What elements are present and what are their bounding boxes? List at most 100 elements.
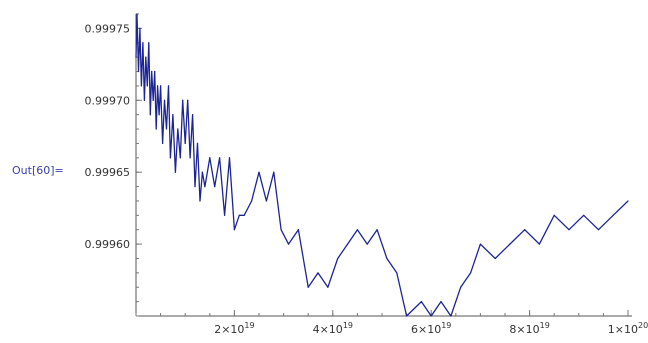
data-point [307, 286, 309, 288]
y-tick-label: 0.99960 [85, 238, 131, 251]
data-point [136, 13, 138, 15]
data-point [182, 99, 184, 101]
data-point [145, 56, 147, 58]
y-tick-label: 0.99965 [85, 166, 131, 179]
x-tick-label: 6×1019 [411, 321, 451, 336]
data-point [524, 229, 526, 231]
data-point [135, 56, 137, 58]
data-point [597, 229, 600, 231]
data-point [199, 200, 201, 202]
data-point [228, 157, 231, 159]
data-point [143, 99, 145, 101]
data-point [337, 257, 339, 260]
data-point [148, 42, 150, 44]
output-cell-label: Out[60]= [12, 164, 64, 177]
data-point [366, 243, 368, 245]
data-point [158, 114, 160, 116]
x-tick-mantissa: 4 [313, 323, 320, 336]
data-point [189, 157, 191, 159]
x-tick-label: 8×1019 [509, 321, 549, 336]
data-point [155, 128, 157, 130]
data-point [356, 229, 358, 231]
data-point [140, 85, 142, 87]
x-tick-exponent: 19 [343, 321, 353, 330]
data-point [238, 214, 240, 216]
data-point [297, 229, 299, 231]
y-tick-label: 0.99975 [85, 22, 131, 35]
data-point [204, 186, 206, 188]
x-tick-mantissa: 2 [214, 323, 221, 336]
data-point [179, 157, 181, 159]
data-point [187, 99, 189, 101]
x-tick-mantissa: 8 [509, 323, 516, 336]
x-tick-base: ×10 [418, 323, 441, 336]
data-point [406, 315, 408, 317]
data-point [157, 85, 159, 87]
data-point [194, 186, 196, 188]
data-point [154, 70, 156, 73]
x-axis-ticks: 2×1019 4×1019 6×1019 8×1019 1×1020 [214, 310, 648, 336]
data-point [169, 157, 171, 159]
data-point [460, 286, 462, 288]
data-point [317, 272, 319, 274]
x-tick-exponent: 19 [441, 321, 451, 330]
data-point [273, 171, 275, 173]
x-tick-base: ×10 [221, 323, 244, 336]
data-point [139, 27, 141, 29]
data-point [152, 99, 154, 101]
x-tick-base: ×10 [516, 323, 539, 336]
data-point [184, 142, 186, 144]
data-point [494, 257, 496, 260]
x-tick-base: ×10 [320, 323, 343, 336]
data-point [440, 301, 442, 303]
data-point [287, 243, 290, 245]
data-point [280, 229, 282, 231]
data-point [219, 157, 221, 159]
x-tick-exponent: 19 [540, 321, 550, 330]
x-tick-base: ×10 [615, 323, 638, 336]
data-point [396, 272, 398, 274]
data-point [214, 186, 216, 188]
data-point [327, 286, 329, 288]
data-point [160, 85, 162, 87]
data-point [174, 171, 176, 173]
data-point [149, 114, 151, 116]
data-point [163, 99, 166, 101]
data-point [165, 128, 168, 130]
data-point [538, 243, 541, 245]
x-tick-exponent: 19 [244, 321, 254, 330]
data-point [258, 171, 260, 173]
data-point [568, 229, 570, 231]
data-point [146, 85, 148, 87]
data-point [162, 142, 164, 144]
data-point [627, 200, 629, 202]
data-point [177, 128, 179, 130]
y-tick-label: 0.99970 [85, 94, 131, 107]
data-point [450, 315, 452, 317]
data-point [420, 301, 422, 303]
data-point [265, 200, 267, 202]
data-point [386, 257, 388, 260]
data-point [251, 200, 253, 202]
data-point [209, 157, 211, 159]
x-tick-mantissa: 1 [608, 323, 615, 336]
data-point [192, 114, 194, 116]
data-point [430, 315, 432, 317]
data-point [347, 243, 349, 245]
series-points [135, 13, 629, 317]
data-point [583, 214, 585, 216]
data-series-line [135, 13, 629, 317]
data-point [137, 70, 140, 73]
x-tick-mantissa: 6 [411, 323, 418, 336]
data-point [553, 214, 555, 216]
x-tick-label: 2×1019 [214, 321, 254, 336]
data-point [376, 229, 378, 231]
data-point [167, 85, 170, 87]
data-point [142, 42, 144, 44]
data-point [172, 114, 174, 116]
data-point [243, 214, 245, 216]
data-point [201, 171, 203, 173]
data-point [612, 214, 614, 216]
x-tick-label: 1×1020 [608, 321, 648, 336]
